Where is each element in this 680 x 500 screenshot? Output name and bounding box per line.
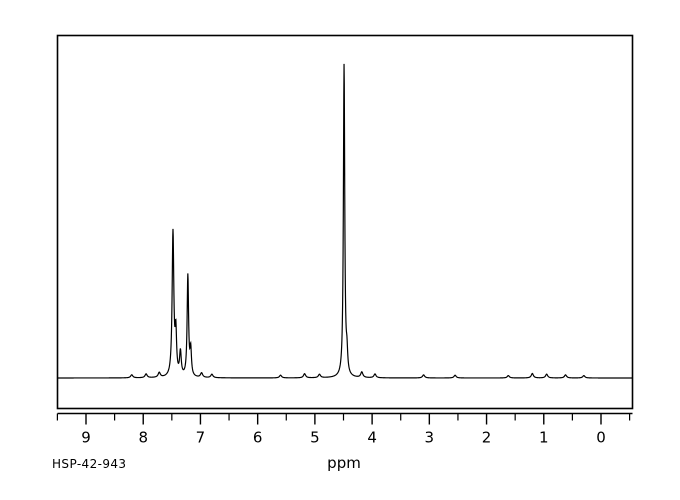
x-tick-label-4: 4 [367,429,377,447]
x-axis-title: ppm [327,454,361,472]
x-tick-label-9: 9 [81,429,91,447]
x-tick-label-0: 0 [596,429,606,447]
x-tick-label-3: 3 [425,429,435,447]
x-tick-label-5: 5 [310,429,320,447]
spectrum-trace [57,63,633,379]
x-tick-label-6: 6 [253,429,263,447]
x-tick-label-2: 2 [482,429,492,447]
plot-frame [56,34,634,410]
x-tick-label-7: 7 [196,429,206,447]
x-axis-ticks [56,413,631,425]
x-tick-label-1: 1 [539,429,549,447]
x-tick-label-8: 8 [138,429,148,447]
x-axis-tick-labels: 9 8 7 6 5 4 3 2 1 0 [81,429,606,447]
sample-id-label: HSP-42-943 [52,457,126,471]
